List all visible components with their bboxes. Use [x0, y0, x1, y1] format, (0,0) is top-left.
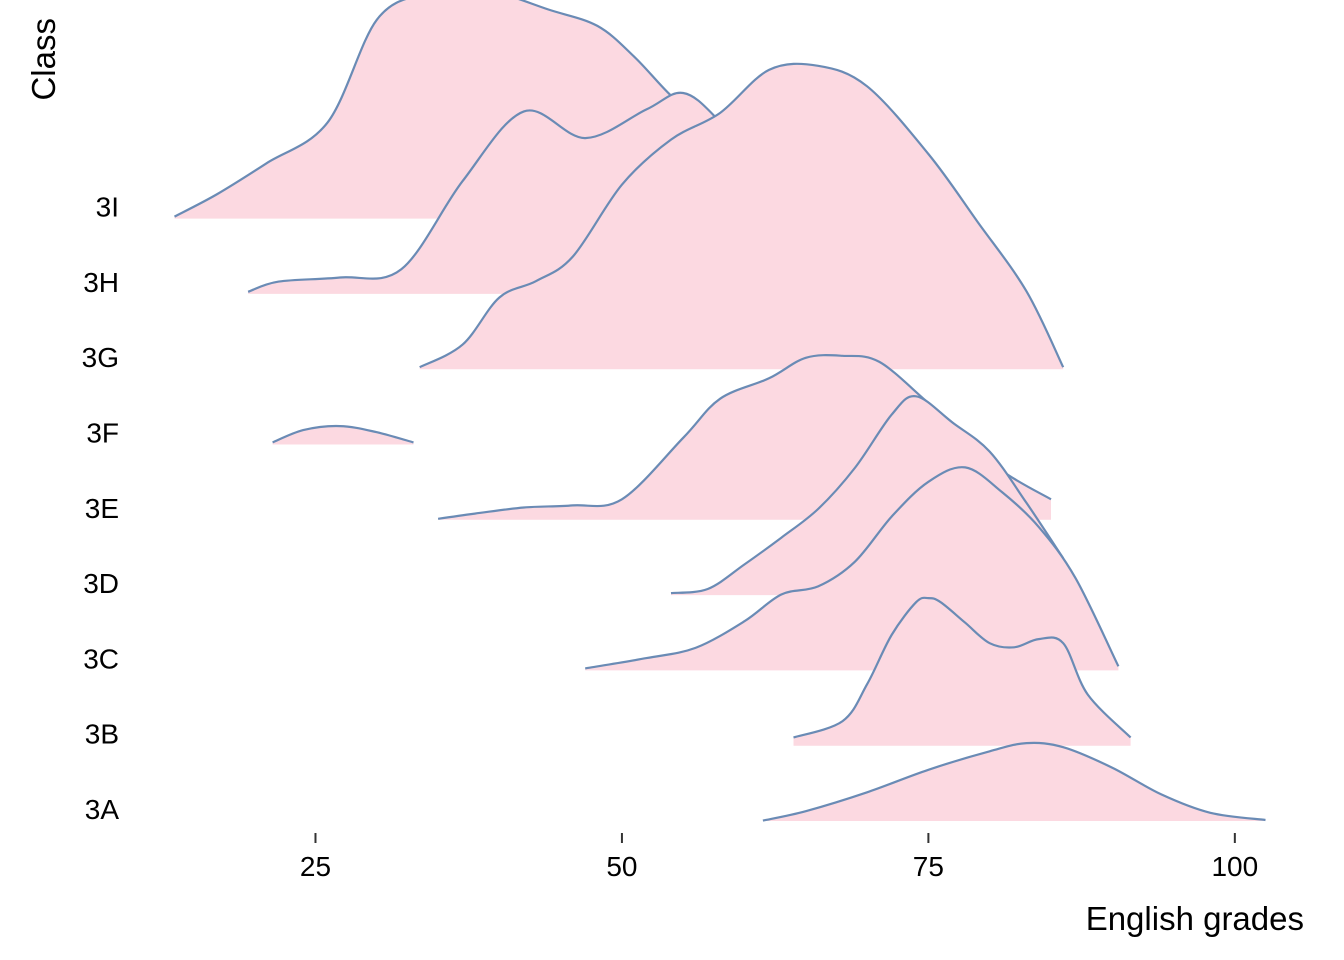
ridge-line-3g: [419, 62, 1065, 369]
x-tick-label-75: 75: [913, 851, 944, 882]
ridge-area-3f: [272, 426, 414, 445]
ridge-line-3b: [793, 596, 1132, 739]
y-tick-label-3b: 3B: [85, 719, 119, 750]
y-tick-label-3h: 3H: [83, 267, 119, 298]
ridge-line-3d: [670, 395, 1065, 595]
ridge-line-3c: [585, 466, 1120, 670]
ridge-area-3i: [174, 0, 941, 219]
ridges-layer: [173, 0, 1266, 822]
ridge-line-3f: [272, 424, 414, 444]
ridge-area-3c: [585, 467, 1119, 671]
y-tick-label-3e: 3E: [85, 493, 119, 524]
x-tick-label-100: 100: [1211, 851, 1258, 882]
y-tick-label-3c: 3C: [83, 643, 119, 674]
y-tick-label-3d: 3D: [83, 568, 119, 599]
x-tick-label-25: 25: [300, 851, 331, 882]
ridge-area-3b: [793, 597, 1131, 746]
x-axis-title: English grades: [1086, 900, 1304, 937]
y-tick-labels: 3A 3B 3C 3D 3E 3F 3G 3H 3I: [82, 192, 120, 825]
y-tick-label-3f: 3F: [86, 418, 119, 449]
x-axis-ticks: 25 50 75 100: [300, 833, 1258, 882]
y-axis-title: Class: [25, 18, 62, 101]
ridge-line-3a: [762, 741, 1266, 822]
y-tick-label-3a: 3A: [85, 794, 120, 825]
ridge-area-3g: [419, 63, 1064, 370]
ridge-area-3a: [762, 742, 1266, 821]
y-tick-label-3g: 3G: [82, 342, 119, 373]
y-tick-label-3i: 3I: [96, 192, 119, 223]
x-tick-label-50: 50: [606, 851, 637, 882]
